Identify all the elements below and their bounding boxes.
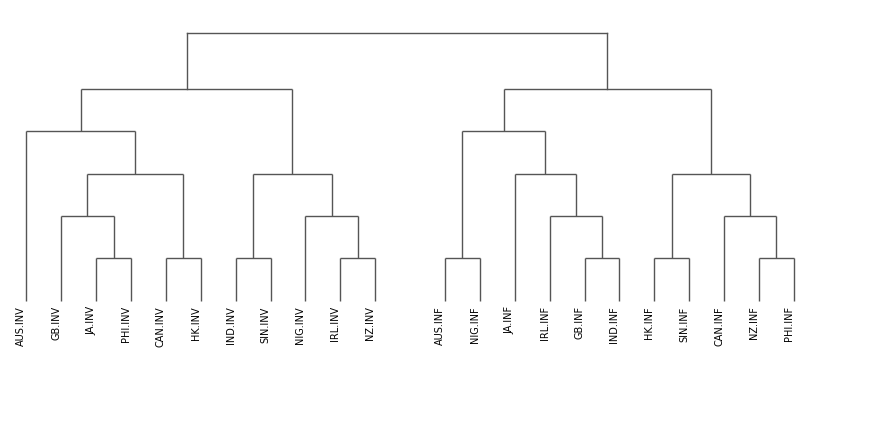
Text: NZ.INF: NZ.INF <box>749 306 759 339</box>
Text: IRL.INV: IRL.INV <box>330 306 340 341</box>
Text: PHI.INV: PHI.INV <box>121 306 131 343</box>
Text: NIG.INV: NIG.INV <box>295 306 305 344</box>
Text: HK.INF: HK.INF <box>644 306 654 339</box>
Text: IRL.INF: IRL.INF <box>539 306 550 340</box>
Text: NZ.INV: NZ.INV <box>365 306 376 340</box>
Text: SIN.INV: SIN.INV <box>261 306 271 343</box>
Text: SIN.INF: SIN.INF <box>679 306 689 342</box>
Text: IND.INV: IND.INV <box>226 306 236 344</box>
Text: CAN.INV: CAN.INV <box>156 306 166 347</box>
Text: JA.INF: JA.INF <box>505 306 514 334</box>
Text: NIG.INF: NIG.INF <box>470 306 480 343</box>
Text: GB.INF: GB.INF <box>575 306 585 340</box>
Text: CAN.INF: CAN.INF <box>714 306 724 346</box>
Text: AUS.INF: AUS.INF <box>435 306 445 345</box>
Text: JA.INV: JA.INV <box>86 306 96 335</box>
Text: IND.INF: IND.INF <box>610 306 619 343</box>
Text: HK.INV: HK.INV <box>190 306 201 340</box>
Text: GB.INV: GB.INV <box>52 306 61 340</box>
Text: AUS.INV: AUS.INV <box>16 306 27 346</box>
Text: PHI.INF: PHI.INF <box>784 306 794 341</box>
